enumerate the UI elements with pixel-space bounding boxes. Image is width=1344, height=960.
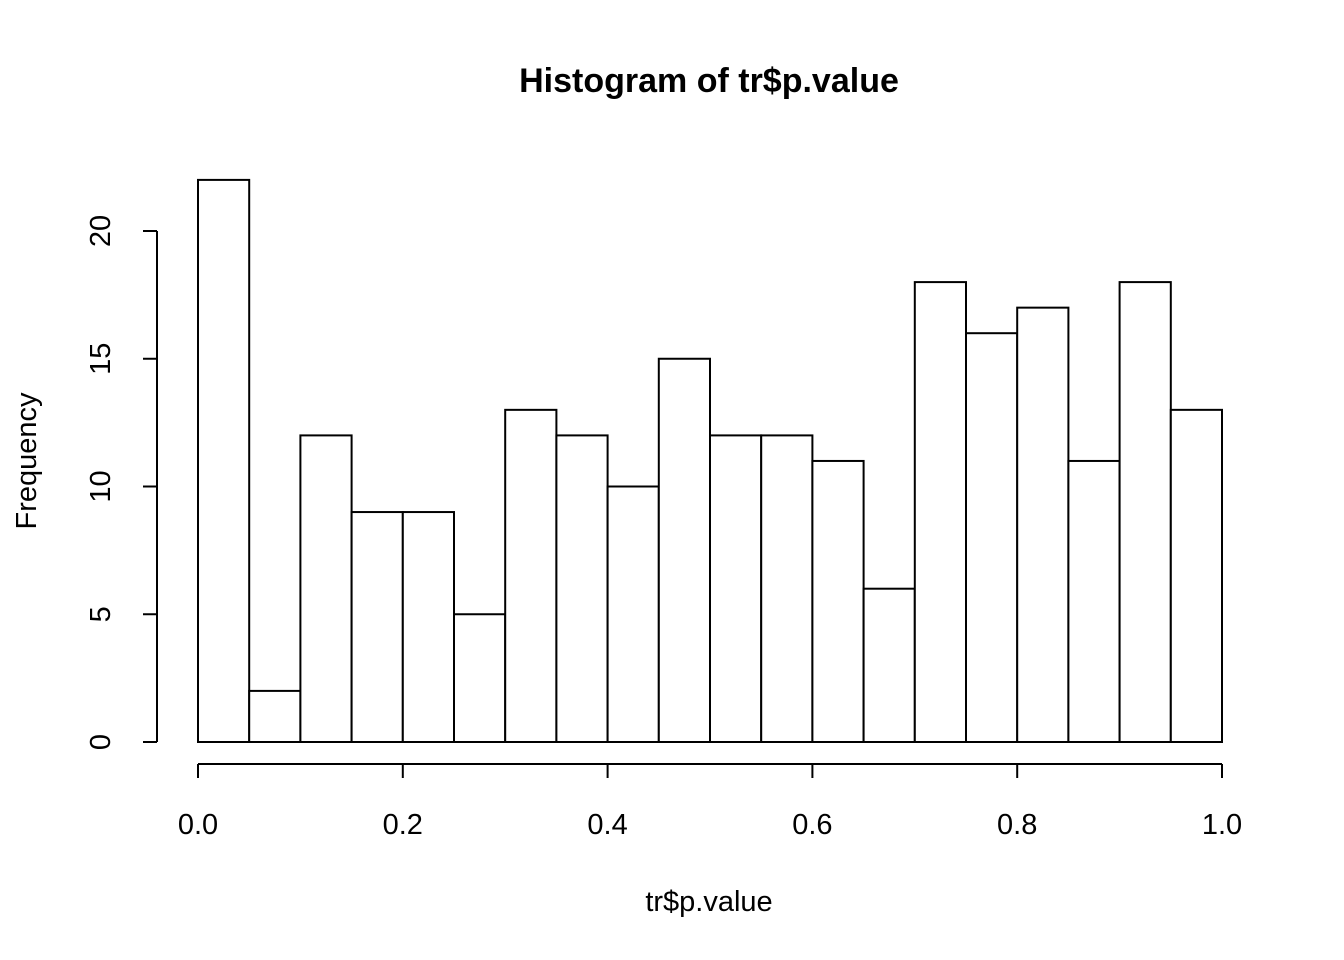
x-tick-label: 0.2 xyxy=(383,809,423,841)
histogram-bar xyxy=(606,485,660,743)
histogram-bar xyxy=(913,281,967,743)
x-tick-label: 0.8 xyxy=(997,809,1037,841)
histogram-bar xyxy=(555,434,609,743)
histogram-bar xyxy=(657,357,711,743)
histogram-bar xyxy=(709,434,763,743)
bars-group xyxy=(197,178,1224,744)
histogram-bar xyxy=(350,511,404,743)
histogram-bar xyxy=(811,459,865,743)
x-tick-label: 0.0 xyxy=(178,809,218,841)
histogram-bar xyxy=(453,613,507,743)
y-tick-label: 0 xyxy=(85,734,117,750)
x-axis-label: tr$p.value xyxy=(645,886,772,918)
histogram-bar xyxy=(504,408,558,743)
y-axis: 0 5 10 15 20 xyxy=(85,215,158,750)
y-tick-label: 20 xyxy=(85,215,117,247)
histogram-bar xyxy=(1067,459,1121,743)
histogram-bar xyxy=(401,511,455,743)
histogram-bar xyxy=(965,332,1019,743)
histogram-bar xyxy=(197,178,251,743)
chart-title: Histogram of tr$p.value xyxy=(519,62,899,100)
x-tick-label: 1.0 xyxy=(1202,809,1242,841)
histogram-bar xyxy=(299,434,353,743)
x-axis: 0.0 0.2 0.4 0.6 0.8 1.0 xyxy=(178,763,1242,841)
y-tick-label: 5 xyxy=(85,606,117,622)
histogram-bar xyxy=(1118,281,1172,743)
histogram-bar xyxy=(862,587,916,744)
x-tick-label: 0.6 xyxy=(792,809,832,841)
histogram-bar xyxy=(760,434,814,743)
histogram-bar xyxy=(1016,306,1070,743)
y-axis-label: Frequency xyxy=(11,392,43,530)
histogram-bar xyxy=(1169,408,1224,743)
y-tick-label: 15 xyxy=(85,343,117,375)
y-tick-label: 10 xyxy=(85,470,117,502)
x-tick-label: 0.4 xyxy=(587,809,627,841)
histogram-bar xyxy=(248,689,302,744)
